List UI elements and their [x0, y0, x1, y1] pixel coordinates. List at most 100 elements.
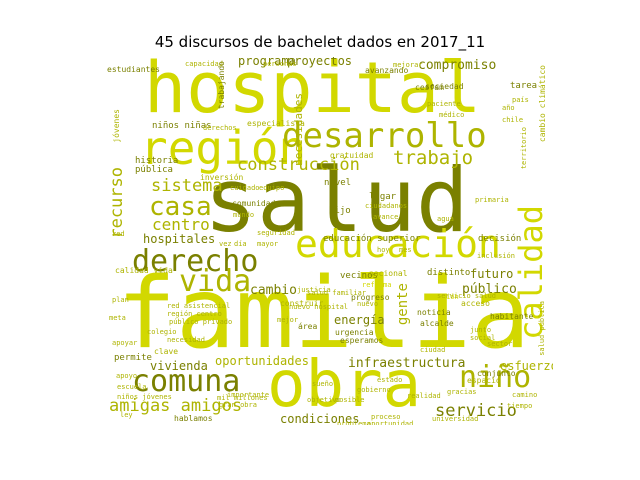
word-region: región — [140, 121, 307, 175]
word-historia: historia — [135, 156, 179, 166]
word-avance: avance — [373, 213, 399, 221]
word-junto: junto — [470, 326, 492, 334]
word-trabajo: trabajo — [393, 147, 474, 169]
word-pais: país — [512, 96, 529, 104]
word-ciudad: ciudad — [420, 346, 446, 354]
word-condiciones: condiciones — [280, 412, 360, 425]
word-vida: vida — [179, 264, 252, 299]
word-estado: estado — [377, 376, 403, 384]
word-sociedad: sociedad — [425, 82, 464, 91]
word-paciente: paciente — [427, 100, 461, 108]
word-noticia: noticia — [417, 308, 451, 317]
word-ano: año — [502, 104, 515, 112]
word-recurso: recurso — [107, 167, 127, 239]
word-inclusion: inclusión — [477, 252, 515, 260]
word-agua: agua — [437, 215, 454, 223]
word-casa: casa — [149, 192, 212, 222]
word-mejor: mejor — [277, 316, 299, 324]
word-comunidad: comunidad — [232, 199, 276, 208]
word-posible: posible — [335, 396, 365, 404]
word-mundo: mundo — [233, 211, 255, 219]
word-problema: problema — [337, 420, 371, 426]
word-educacion-superior: educación superior — [323, 234, 421, 244]
word-mes: mes — [399, 246, 412, 254]
word-realidad: realidad — [407, 392, 441, 400]
word-mil-millones: mil millones — [217, 394, 268, 402]
word-red-asistencial: red asistencial — [167, 302, 231, 310]
word-apoyo: apoyo — [116, 372, 138, 380]
word-importante: importante — [227, 391, 270, 399]
word-gracias: gracias — [447, 388, 477, 396]
word-publica: pública — [135, 165, 173, 175]
word-salud-familiar: salud familiar — [307, 289, 367, 297]
word-ciudadanos: ciudadanos — [365, 202, 408, 210]
word-ley: ley — [120, 411, 133, 419]
word-avanzando: avanzando — [365, 66, 409, 75]
word-publico: público — [462, 282, 517, 297]
word-camino: camino — [512, 391, 538, 399]
word-espacio: espacio — [467, 376, 501, 385]
word-cesfam: cesfam — [415, 83, 444, 92]
word-territorio: territorio — [520, 127, 528, 170]
word-universidad: universidad — [432, 415, 479, 423]
word-derecho: derecho — [132, 244, 259, 279]
word-cuidado: cuidado — [230, 184, 260, 192]
word-lugar: lugar — [369, 192, 397, 202]
word-distinto: distinto — [427, 268, 471, 278]
word-region-centro: región centro — [167, 310, 222, 318]
word-hijo: hijo — [329, 206, 351, 216]
chart-title: 45 discursos de bachelet dados en 2017_1… — [154, 33, 486, 51]
word-salud: salud — [204, 149, 469, 252]
word-oportunidad: oportunidad — [367, 420, 414, 426]
word-gran-obra: gran obra — [219, 401, 257, 409]
word-primaria: primaria — [475, 196, 509, 204]
word-cloud: salud familia hospital obra región desar… — [107, 57, 553, 425]
word-ninos-ninas: niños niñas — [152, 121, 212, 131]
word-area: área — [298, 322, 318, 331]
word-tiempo: tiempo — [507, 402, 533, 410]
word-chile: chile — [502, 116, 524, 124]
word-obra: obra — [267, 348, 422, 422]
word-programa: programa — [238, 57, 296, 68]
word-cambio-climatico: cambio climático — [538, 65, 547, 143]
word-atencion: atención — [425, 293, 459, 301]
word-escuela: escuela — [117, 383, 147, 391]
word-plan: plan — [112, 296, 129, 304]
word-derechos: derechos — [203, 124, 237, 132]
word-desarrollo: desarrollo — [282, 116, 487, 156]
word-servicio: servicio — [435, 401, 517, 421]
word-jovenes: jóvenes — [112, 109, 121, 143]
word-construir: construir — [280, 299, 324, 308]
word-gente: gente — [395, 283, 411, 326]
word-nacional: nacional — [369, 269, 408, 278]
word-vivienda: vivienda — [150, 359, 208, 373]
word-infraestructura: infraestructura — [348, 356, 466, 371]
word-publico-privado: público privado — [169, 318, 233, 326]
word-servicio-salud: servicio salud — [437, 292, 497, 300]
word-proyectos: proyectos — [287, 57, 353, 68]
word-energia: energía — [334, 313, 385, 327]
word-nuevo-hospital: nuevo hospital — [289, 303, 349, 311]
word-acceso: acceso — [461, 299, 490, 308]
word-habitante: habitante — [490, 312, 534, 321]
word-educacion: educación — [295, 222, 501, 266]
word-sistema: sistema — [151, 176, 223, 196]
word-progreso: progreso — [351, 293, 390, 302]
word-sector: sector — [487, 340, 513, 348]
word-compromiso: compromiso — [418, 58, 497, 73]
word-comuna: comuna — [132, 364, 241, 399]
word-hoy: hoy — [377, 246, 390, 254]
word-hablamos: hablamos — [174, 414, 213, 423]
word-construccion: construcción — [237, 155, 360, 175]
word-familia: familia — [117, 257, 531, 371]
word-inversion: inversión — [200, 173, 244, 182]
word-esperamos: esperamos — [340, 336, 384, 345]
word-hospital: hospital — [144, 57, 482, 129]
word-vez: vez — [219, 240, 232, 248]
word-social: social — [470, 334, 496, 342]
word-mejorar: mejorar — [393, 61, 423, 69]
word-dia: día — [234, 240, 247, 248]
word-estudiantes: estudiantes — [107, 65, 160, 74]
word-justicia: justicia — [297, 286, 331, 294]
word-reforma: reforma — [362, 281, 392, 289]
